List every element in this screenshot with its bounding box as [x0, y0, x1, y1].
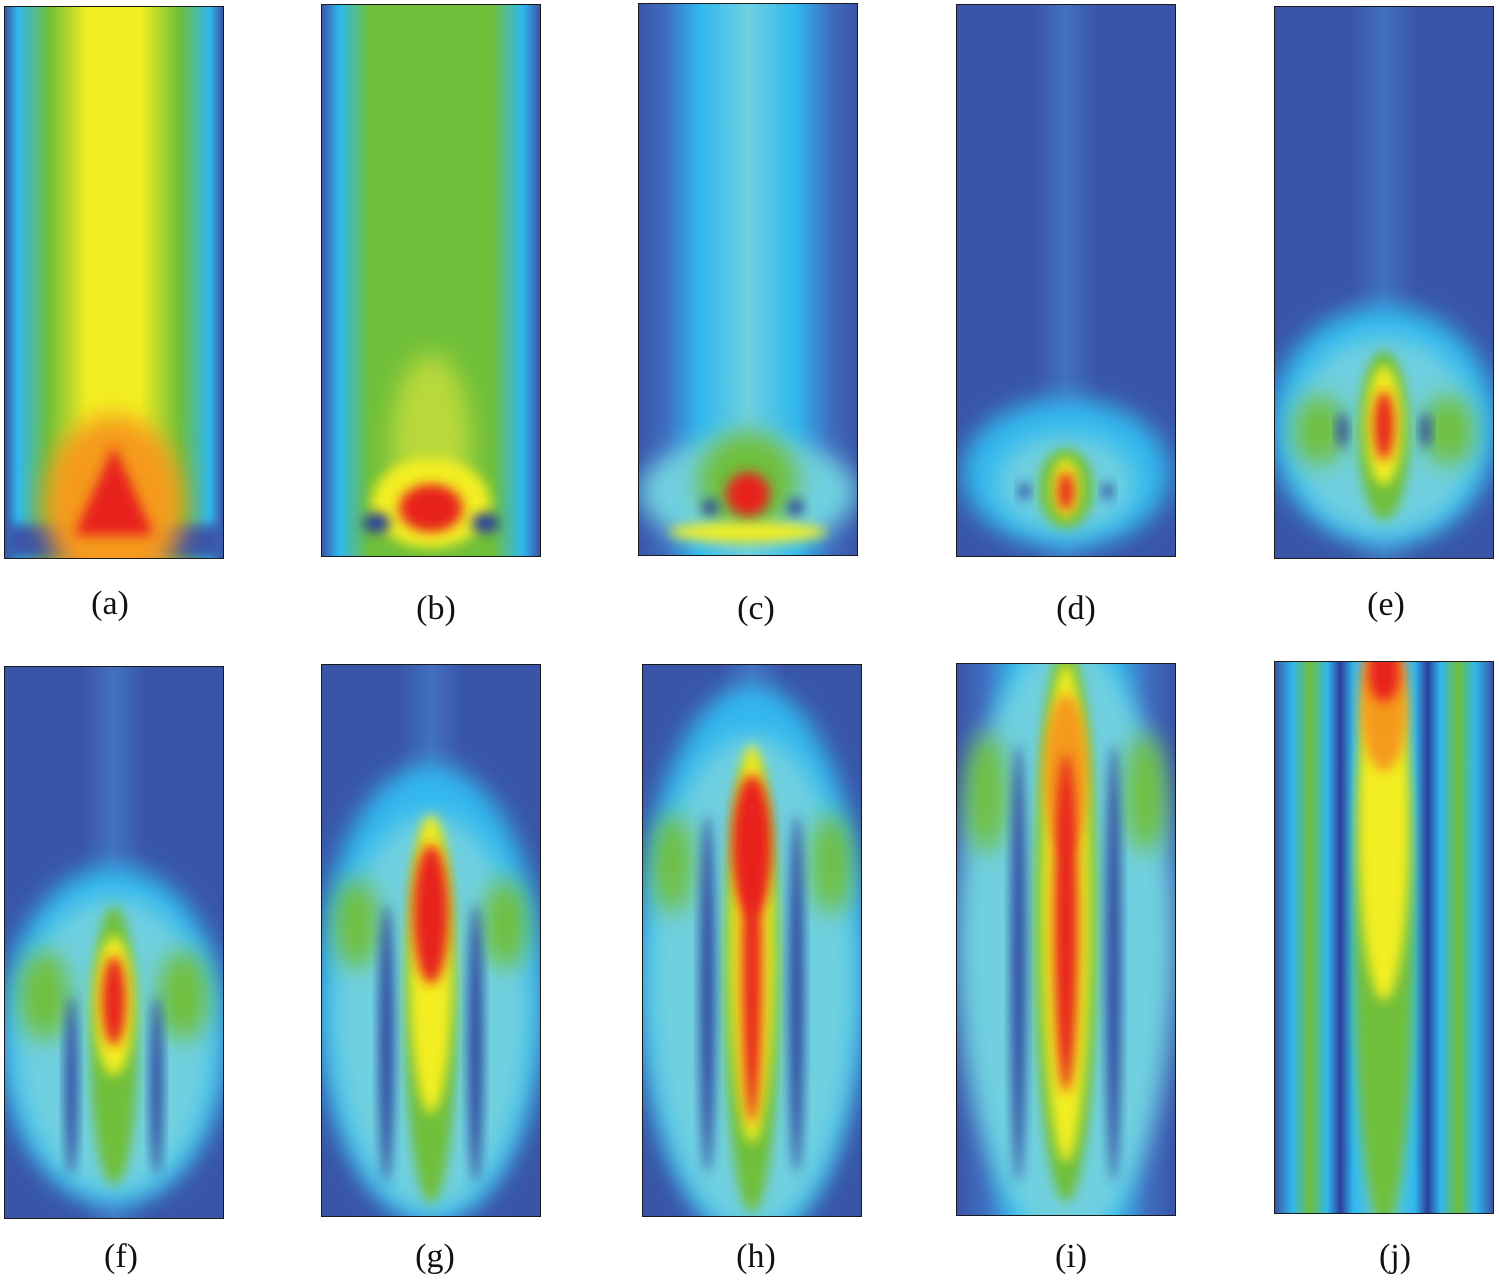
panel-label-h: (h)	[736, 1238, 776, 1275]
heatmap-panel-c	[638, 3, 858, 556]
heatmap-panel-i	[956, 663, 1176, 1216]
heatmap-panel-f	[4, 666, 224, 1219]
heatmap-a	[5, 7, 223, 558]
heatmap-h	[643, 665, 861, 1216]
panel-label-f: (f)	[104, 1238, 138, 1275]
panel-label-d: (d)	[1056, 590, 1096, 627]
panel-label-b: (b)	[416, 590, 456, 627]
panel-label-c: (c)	[737, 590, 775, 627]
heatmap-panel-h	[642, 664, 862, 1217]
heatmap-panel-j	[1274, 661, 1494, 1214]
heatmap-panel-g	[321, 664, 541, 1217]
heatmap-e	[1275, 7, 1493, 558]
heatmap-b	[322, 5, 540, 556]
heatmap-d	[957, 5, 1175, 556]
panel-label-g: (g)	[415, 1238, 455, 1275]
heatmap-panel-a	[4, 6, 224, 559]
heatmap-panel-d	[956, 4, 1176, 557]
heatmap-c	[639, 4, 857, 555]
heatmap-f	[5, 667, 223, 1218]
panel-label-e: (e)	[1367, 586, 1405, 623]
panel-label-j: (j)	[1378, 1238, 1412, 1275]
heatmap-j	[1275, 662, 1493, 1213]
panel-label-a: (a)	[91, 585, 129, 622]
heatmap-panel-e	[1274, 6, 1494, 559]
panel-label-i: (i)	[1054, 1238, 1088, 1275]
heatmap-g	[322, 665, 540, 1216]
heatmap-i	[957, 664, 1175, 1215]
heatmap-panel-b	[321, 4, 541, 557]
